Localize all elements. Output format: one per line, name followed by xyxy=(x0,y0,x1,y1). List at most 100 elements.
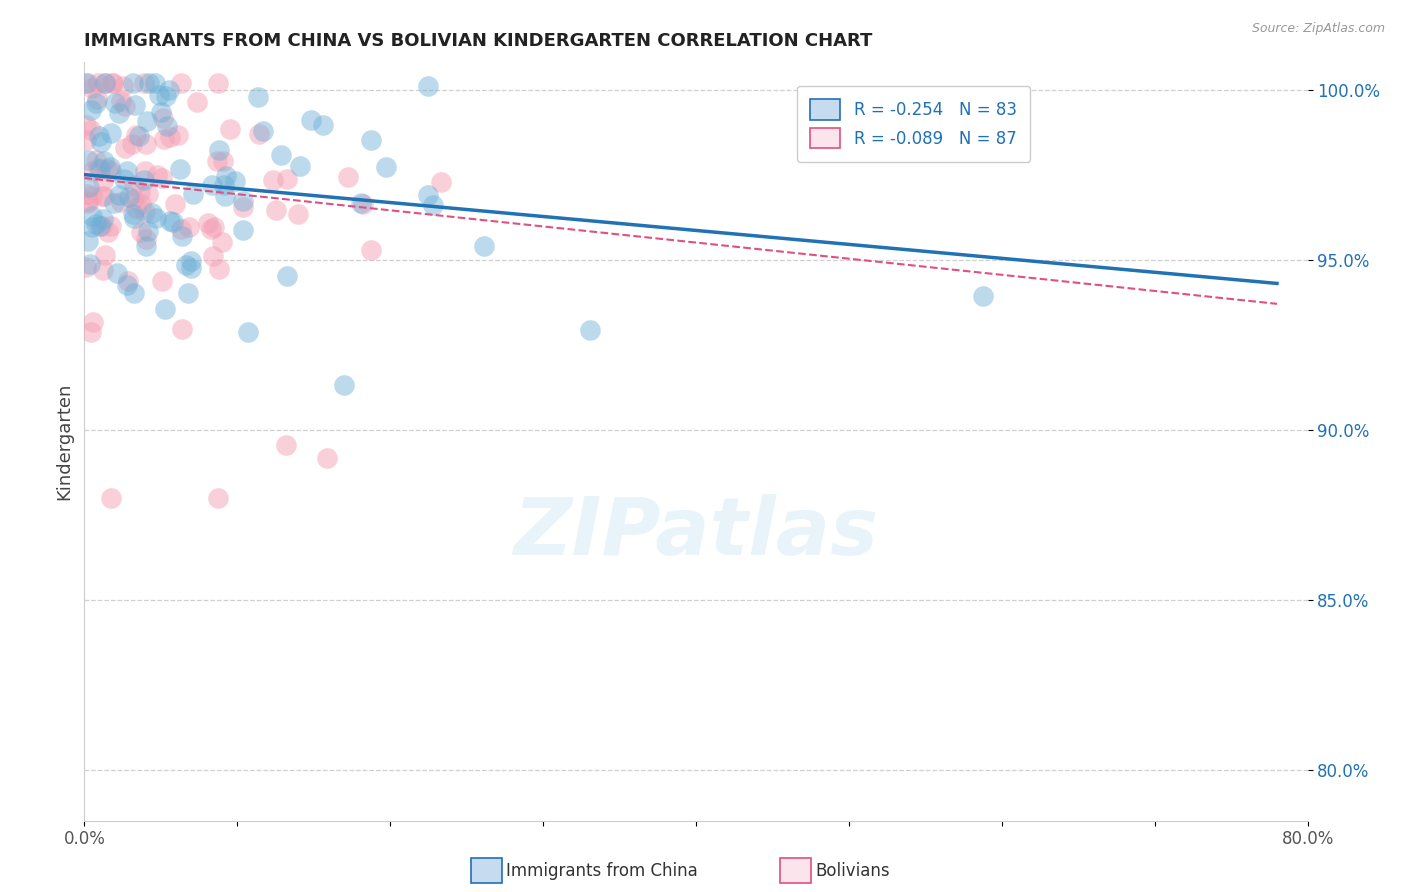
Point xyxy=(312,118,335,132)
Point xyxy=(247,127,270,141)
Point xyxy=(87,76,110,90)
Point xyxy=(111,78,134,93)
Point xyxy=(174,258,197,272)
Point xyxy=(136,187,159,202)
Point xyxy=(90,189,112,203)
Point xyxy=(299,112,322,127)
Point xyxy=(112,171,135,186)
Point xyxy=(135,114,157,128)
Point xyxy=(94,76,117,90)
Point xyxy=(115,164,138,178)
Point xyxy=(422,197,444,211)
Point xyxy=(135,136,157,151)
Point xyxy=(579,323,602,337)
Point xyxy=(100,219,122,233)
Point xyxy=(80,209,103,223)
Point xyxy=(197,216,219,230)
Point xyxy=(77,153,100,167)
Point xyxy=(118,190,141,204)
Point xyxy=(134,164,156,178)
Legend: R = -0.254   N = 83, R = -0.089   N = 87: R = -0.254 N = 83, R = -0.089 N = 87 xyxy=(797,86,1031,161)
Point xyxy=(94,248,117,262)
Point xyxy=(79,122,101,136)
Point xyxy=(163,197,186,211)
Point xyxy=(82,220,104,235)
Point xyxy=(180,260,202,275)
Point xyxy=(211,235,233,249)
Point xyxy=(360,133,382,147)
Point xyxy=(98,161,121,175)
Point xyxy=(145,76,167,90)
Point xyxy=(149,105,172,120)
Point xyxy=(135,232,157,246)
Point xyxy=(124,285,146,300)
Point xyxy=(152,132,174,146)
Point xyxy=(219,121,242,136)
Point xyxy=(76,235,98,249)
Point xyxy=(472,239,495,253)
Point xyxy=(97,225,120,239)
Text: Bolivians: Bolivians xyxy=(815,862,890,880)
Point xyxy=(264,202,287,217)
Point xyxy=(236,325,259,339)
Point xyxy=(276,171,298,186)
Point xyxy=(104,95,127,110)
Point xyxy=(201,249,224,263)
Point xyxy=(107,106,129,120)
Point xyxy=(146,169,169,183)
Point xyxy=(252,124,274,138)
Point xyxy=(179,219,201,234)
Point xyxy=(208,262,231,277)
Point xyxy=(262,172,284,186)
Point xyxy=(101,76,124,90)
Point xyxy=(207,143,229,157)
Point xyxy=(82,315,104,329)
Point xyxy=(360,244,382,258)
Point xyxy=(87,128,110,143)
Text: Immigrants from China: Immigrants from China xyxy=(506,862,697,880)
Point xyxy=(91,174,114,188)
Point xyxy=(148,87,170,102)
Point xyxy=(110,195,132,210)
Point xyxy=(215,169,238,183)
Point xyxy=(103,195,125,210)
Point xyxy=(972,289,994,303)
Point xyxy=(290,159,312,173)
Point xyxy=(170,322,193,336)
Point xyxy=(212,154,235,169)
Point xyxy=(162,215,184,229)
Point xyxy=(100,126,122,140)
Point xyxy=(276,268,298,283)
Point xyxy=(134,204,156,219)
Point xyxy=(159,130,181,145)
Point xyxy=(84,95,107,110)
Point xyxy=(202,219,225,234)
Point xyxy=(152,111,174,125)
Point xyxy=(180,254,202,268)
Point xyxy=(124,202,146,216)
Point xyxy=(205,154,228,169)
Point xyxy=(337,169,360,184)
Point xyxy=(430,176,453,190)
Point xyxy=(100,491,122,505)
Point xyxy=(114,98,136,112)
Point xyxy=(157,83,180,97)
Point xyxy=(153,301,176,316)
Point xyxy=(156,119,179,133)
Point xyxy=(132,76,155,90)
Point xyxy=(145,211,167,226)
Point xyxy=(276,438,298,452)
Point xyxy=(247,90,270,104)
Point xyxy=(77,180,100,194)
Point xyxy=(121,76,143,90)
Point xyxy=(172,228,194,243)
Point xyxy=(155,89,177,103)
Point xyxy=(200,221,222,235)
Point xyxy=(224,174,246,188)
Point xyxy=(93,189,115,203)
Point xyxy=(114,141,136,155)
Point xyxy=(418,78,440,93)
Point xyxy=(124,98,146,112)
Point xyxy=(138,76,160,90)
Point xyxy=(86,161,108,175)
